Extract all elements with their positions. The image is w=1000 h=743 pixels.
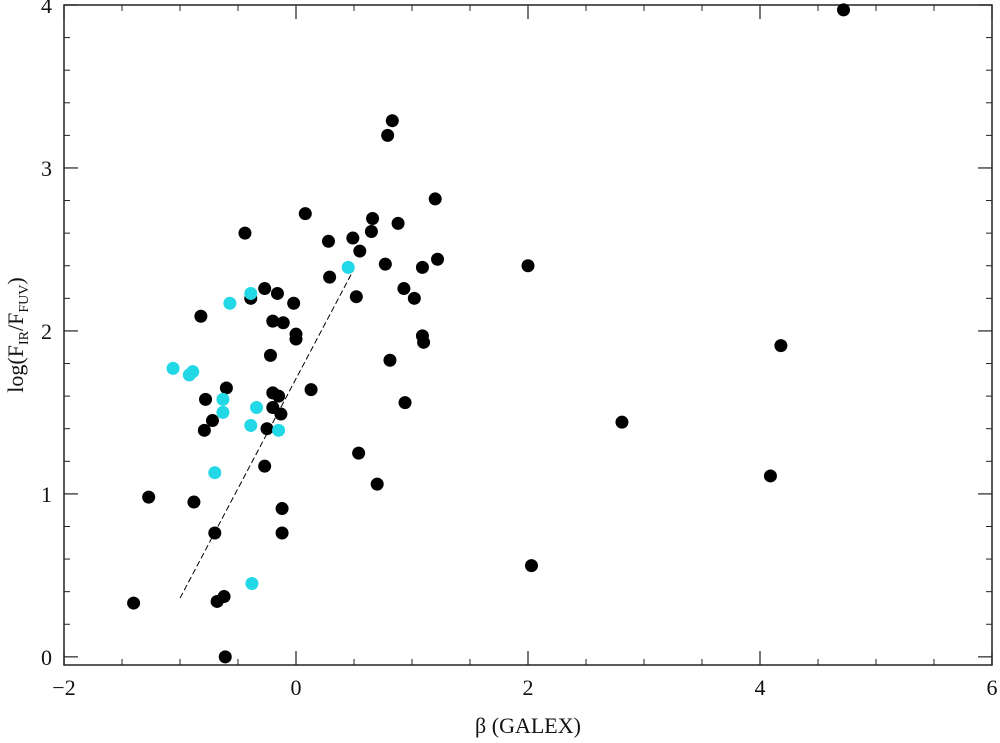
data-point-black: [615, 415, 629, 429]
data-point-cyan: [223, 296, 237, 310]
data-point-black: [366, 211, 380, 225]
x-tick-label: 0: [291, 675, 302, 700]
y-tick-label: 0: [41, 645, 52, 670]
data-point-black: [258, 459, 272, 473]
y-axis-ticks: 0 1 2 3 4: [41, 0, 992, 670]
data-point-black: [431, 252, 445, 266]
points-layer: [127, 3, 851, 664]
data-point-black: [219, 381, 233, 395]
data-point-black: [352, 446, 366, 460]
data-point-cyan: [244, 418, 258, 432]
data-point-cyan: [250, 401, 264, 415]
data-point-black: [199, 392, 213, 406]
data-point-black: [197, 423, 211, 437]
y-title-pre: log(F: [3, 345, 28, 393]
data-point-black: [218, 650, 232, 664]
data-point-cyan: [272, 423, 286, 437]
data-point-black: [258, 282, 272, 296]
data-point-black: [428, 192, 442, 206]
data-point-black: [217, 590, 231, 604]
y-tick-label: 2: [41, 319, 52, 344]
data-point-black: [381, 128, 395, 142]
data-point-black: [383, 353, 397, 367]
x-tick-label: 6: [987, 675, 998, 700]
data-point-cyan: [186, 365, 200, 379]
data-point-black: [321, 234, 335, 248]
y-axis-title: log(FIR/FFUV): [3, 277, 32, 392]
data-point-black: [353, 244, 367, 258]
data-point-cyan: [245, 577, 259, 591]
data-point-black: [364, 225, 378, 239]
data-point-black: [142, 490, 156, 504]
data-point-black: [275, 526, 289, 540]
data-point-black: [272, 389, 286, 403]
data-point-cyan: [216, 392, 230, 406]
data-point-cyan: [216, 405, 230, 419]
data-point-cyan: [341, 260, 355, 274]
data-point-black: [304, 383, 318, 397]
data-point-black: [287, 296, 301, 310]
data-point-black: [270, 286, 284, 300]
data-point-black: [323, 270, 337, 284]
data-point-black: [349, 290, 363, 304]
data-point-black: [385, 114, 399, 128]
data-point-black: [298, 207, 312, 221]
x-axis-ticks: −2 0 2 4 6: [52, 5, 998, 700]
x-tick-label: 2: [523, 675, 534, 700]
x-tick-label: −2: [52, 675, 75, 700]
data-point-black: [208, 526, 222, 540]
data-point-black: [276, 316, 290, 330]
data-point-black: [346, 231, 360, 245]
data-point-black: [187, 495, 201, 509]
data-point-black: [266, 314, 280, 328]
data-point-black: [415, 260, 429, 274]
y-title-sub-fuv: FUV: [17, 285, 32, 313]
y-tick-label: 3: [41, 156, 52, 181]
fit-line: [179, 268, 355, 599]
y-title-mid: /F: [3, 313, 28, 331]
data-point-black: [391, 216, 405, 230]
data-point-black: [127, 596, 141, 610]
data-point-black: [837, 3, 851, 17]
data-point-black: [524, 559, 538, 573]
data-point-black: [521, 259, 535, 273]
data-point-cyan: [166, 361, 180, 375]
y-tick-label: 4: [41, 0, 52, 18]
data-point-cyan: [244, 286, 258, 300]
data-point-black: [407, 291, 421, 305]
data-point-black: [194, 309, 208, 323]
y-tick-label: 1: [41, 482, 52, 507]
data-point-black: [289, 332, 303, 346]
data-point-black: [275, 502, 289, 516]
data-point-black: [263, 348, 277, 362]
data-point-black: [205, 414, 219, 428]
data-point-cyan: [208, 466, 222, 480]
data-point-black: [238, 226, 252, 240]
fit-line-layer: [179, 268, 355, 599]
x-axis-title: β (GALEX): [475, 713, 581, 738]
y-title-post: ): [3, 277, 28, 284]
data-point-black: [378, 257, 392, 271]
data-point-black: [417, 335, 431, 349]
data-point-black: [370, 477, 384, 491]
data-point-black: [763, 469, 777, 483]
data-point-black: [774, 339, 788, 353]
data-point-black: [397, 282, 411, 296]
x-tick-label: 4: [755, 675, 766, 700]
data-point-black: [274, 407, 288, 421]
data-point-black: [260, 422, 274, 436]
y-title-sub-ir: IR: [17, 330, 32, 345]
data-point-black: [398, 396, 412, 410]
